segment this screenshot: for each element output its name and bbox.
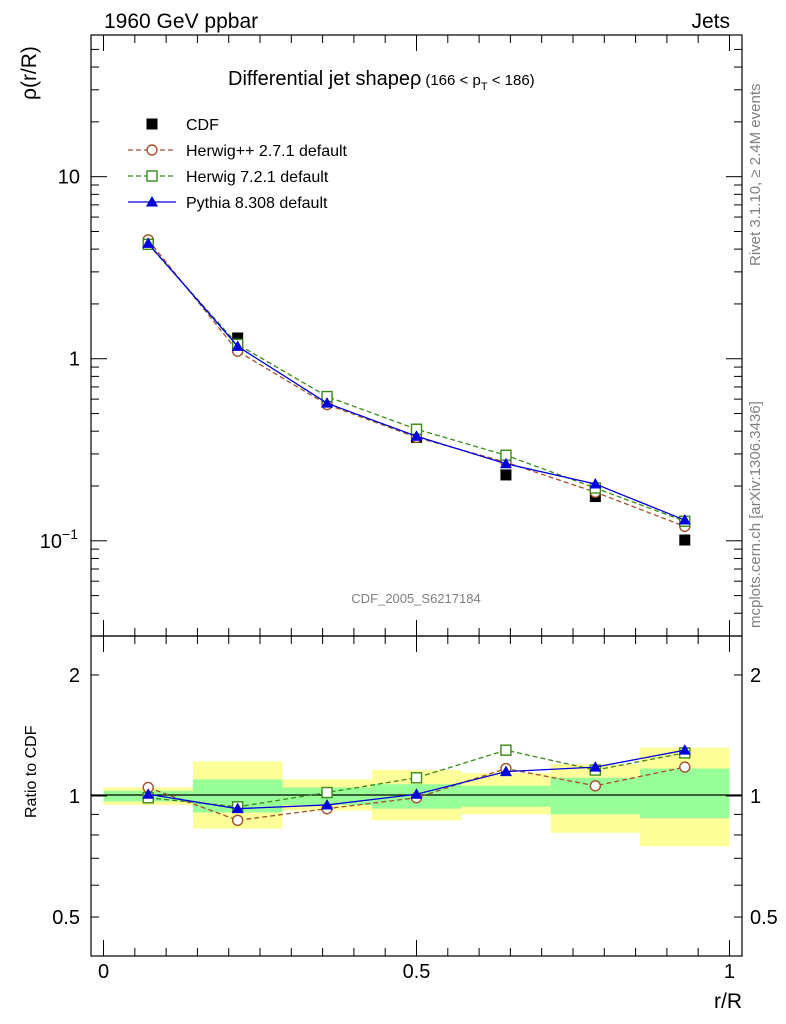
main-series-3-point-3 (410, 430, 423, 441)
main-series-0-point-6 (679, 534, 691, 546)
ratio-series-0-point-5 (589, 780, 602, 792)
x-tick-label-0: 0 (98, 961, 109, 983)
main-y-axis-label: ρ(r/R) (18, 46, 41, 100)
main-y-tick-exponent: −1 (62, 526, 78, 542)
header-left: 1960 GeV ppbar (104, 10, 258, 33)
ratio-series (142, 744, 691, 827)
ratio-inner-band-6 (640, 768, 730, 819)
legend-marker-2 (146, 170, 158, 182)
main-y-tick-base: 10 (40, 531, 62, 553)
x-axis-label: r/R (714, 990, 742, 1013)
main-series-line-1 (147, 239, 686, 527)
main-y-tick-base: 10 (58, 167, 80, 189)
rivet-version-label: Rivet 3.1.10, ≥ 2.4M events (747, 84, 764, 267)
legend-label-2: Herwig 7.2.1 default (186, 169, 329, 186)
ratio-y-tick-label-left-1: 1 (69, 786, 80, 808)
main-series-3-point-0 (142, 237, 155, 248)
main-series-line-3 (147, 242, 686, 521)
ratio-y-tick-label-right-1: 1 (750, 786, 761, 808)
legend-marker-1 (146, 144, 158, 156)
ratio-series-2-point-1 (231, 802, 244, 814)
legend-label-0: CDF (186, 117, 219, 134)
legend-label-1: Herwig++ 2.7.1 default (186, 143, 348, 160)
ratio-series-2-point-3 (410, 788, 423, 799)
mcplots-label: mcplots.cern.ch [arXiv:1306.3436] (747, 401, 764, 628)
ratio-ticks (91, 636, 742, 957)
main-y-tick-label-0: 10−1 (40, 526, 78, 553)
ratio-y-tick-label-right-0: 0.5 (750, 907, 778, 929)
ratio-series-1-point-3 (410, 772, 423, 784)
x-tick-label-1: 0.5 (403, 961, 431, 983)
x-tick-label-2: 1 (724, 961, 735, 983)
main-series (142, 234, 691, 546)
main-series-3-point-1 (231, 340, 244, 351)
main-series-line-2 (147, 243, 686, 522)
ratio-uncertainty-bands (103, 747, 730, 847)
ratio-y-tick-labels: 0.5 0.5 1 1 2 2 (52, 665, 778, 929)
main-series-3-point-5 (589, 478, 602, 489)
ratio-series-2-point-5 (589, 761, 602, 772)
ratio-series-2-point-6 (678, 744, 691, 755)
main-series-0-point-4 (500, 469, 512, 481)
ratio-y-axis-label: Ratio to CDF (23, 725, 40, 818)
ratio-series-2-point-4 (499, 765, 512, 777)
legend-marker-0 (146, 118, 158, 130)
ratio-series-1-point-2 (321, 786, 333, 799)
ratio-series-1-point-4 (500, 744, 512, 756)
header-right: Jets (691, 10, 730, 33)
main-y-tick-label-1: 1 (69, 349, 80, 371)
ratio-series-2-point-2 (321, 798, 334, 810)
ratio-series-0-point-1 (231, 814, 244, 827)
ratio-y-tick-label-right-2: 2 (750, 665, 761, 687)
analysis-watermark: CDF_2005_S6217184 (351, 591, 480, 606)
ratio-y-tick-label-left-2: 2 (69, 665, 80, 687)
legend-label-3: Pythia 8.308 default (186, 195, 328, 212)
ratio-panel: 0.5 0.51 12 2 0 0.5 1 (52, 635, 778, 983)
main-series-3-point-4 (499, 457, 512, 469)
ratio-series-2-point-0 (142, 788, 155, 799)
main-y-tick-label-2: 10 (58, 167, 80, 189)
legend-marker-3 (146, 196, 158, 207)
main-title: Differential jet shapeρ (166 < pT < 186) (228, 68, 535, 93)
main-y-tick-base: 1 (69, 349, 80, 371)
x-tick-labels: 0 0.5 1 (98, 961, 735, 983)
main-series-3-point-6 (678, 514, 691, 525)
ratio-series-0-point-6 (679, 761, 691, 773)
legend: CDF Herwig++ 2.7.1 default Herwig 7.2.1 de… (128, 117, 348, 212)
main-ticks (91, 34, 742, 637)
ratio-y-tick-label-left-0: 0.5 (52, 907, 80, 929)
main-series-0-point-1 (232, 332, 244, 344)
main-panel: Differential jet shapeρ (166 < pT < 186) … (40, 34, 743, 637)
ratio-inner-band-4 (461, 785, 551, 807)
main-series-3-point-2 (321, 397, 334, 408)
